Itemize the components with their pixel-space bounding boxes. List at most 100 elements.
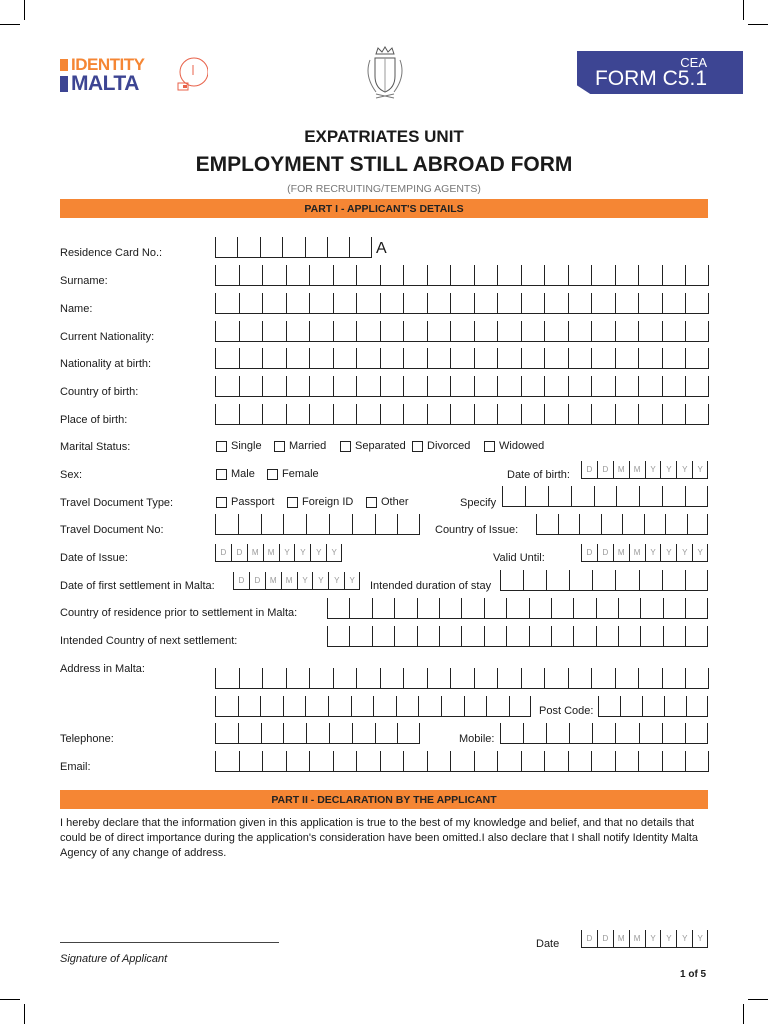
comb-cell[interactable] <box>285 376 310 396</box>
comb-cell[interactable] <box>349 626 371 646</box>
comb-cell[interactable] <box>371 598 394 618</box>
comb-cell[interactable] <box>544 293 568 313</box>
comb-cell[interactable] <box>520 348 545 368</box>
comb-cell[interactable] <box>426 751 451 771</box>
comb-cell[interactable]: M <box>612 544 629 561</box>
comb-cell[interactable] <box>520 404 545 424</box>
comb-cell[interactable] <box>403 751 427 771</box>
comb-cell[interactable] <box>615 570 638 590</box>
comb-cell[interactable]: M <box>628 461 645 478</box>
comb-cell[interactable] <box>332 348 357 368</box>
checkbox-separated[interactable]: Separated <box>340 440 406 452</box>
comb-cell[interactable] <box>450 751 474 771</box>
comb-cell[interactable] <box>356 321 380 341</box>
comb-cell[interactable] <box>285 293 310 313</box>
comb-cell[interactable] <box>473 348 498 368</box>
comb-cell[interactable] <box>557 514 580 534</box>
comb-cell[interactable] <box>544 348 568 368</box>
comb-cell[interactable] <box>591 321 615 341</box>
comb-cell[interactable] <box>395 696 419 716</box>
comb-cell[interactable]: Y <box>326 544 343 561</box>
comb-cell[interactable] <box>356 348 380 368</box>
comb-cell[interactable]: M <box>246 544 263 561</box>
comb-cell[interactable]: Y <box>676 544 692 561</box>
comb-cell[interactable] <box>614 293 639 313</box>
comb-cell[interactable]: M <box>262 544 279 561</box>
comb-cell[interactable] <box>546 723 569 743</box>
comb-cell[interactable] <box>238 348 263 368</box>
comb-cell[interactable] <box>306 514 329 534</box>
comb-cell[interactable] <box>238 668 263 688</box>
comb-cell[interactable] <box>403 668 427 688</box>
comb-cell[interactable]: M <box>264 572 281 589</box>
comb-cell[interactable]: Y <box>278 544 295 561</box>
comb-cell[interactable] <box>260 514 284 534</box>
comb-cell[interactable] <box>309 321 333 341</box>
comb-cell[interactable]: Y <box>312 572 328 589</box>
comb-cell[interactable] <box>215 321 239 341</box>
mobile-input[interactable] <box>500 723 708 744</box>
comb-cell[interactable] <box>497 376 521 396</box>
comb-cell[interactable] <box>615 723 638 743</box>
comb-cell[interactable] <box>638 723 662 743</box>
comb-cell[interactable] <box>567 751 592 771</box>
comb-cell[interactable] <box>638 293 662 313</box>
comb-cell[interactable] <box>569 570 592 590</box>
comb-cell[interactable] <box>595 626 618 646</box>
comb-cell[interactable] <box>567 348 592 368</box>
comb-cell[interactable] <box>306 723 329 743</box>
comb-cell[interactable] <box>309 404 333 424</box>
comb-cell[interactable] <box>591 668 615 688</box>
comb-cell[interactable] <box>309 668 333 688</box>
comb-cell[interactable] <box>403 293 427 313</box>
surname-input[interactable] <box>215 265 709 286</box>
comb-cell[interactable] <box>591 376 615 396</box>
comb-cell[interactable] <box>285 265 310 285</box>
comb-cell[interactable] <box>638 570 662 590</box>
comb-cell[interactable] <box>544 404 568 424</box>
comb-cell[interactable] <box>520 265 545 285</box>
comb-cell[interactable] <box>473 404 498 424</box>
comb-cell[interactable] <box>403 265 427 285</box>
comb-cell[interactable] <box>450 668 474 688</box>
checkbox-female[interactable]: Female <box>267 468 319 480</box>
travel-doc-no-input[interactable] <box>215 514 421 535</box>
comb-cell[interactable] <box>520 376 545 396</box>
comb-cell[interactable] <box>684 570 708 590</box>
comb-cell[interactable] <box>685 265 709 285</box>
comb-cell[interactable] <box>473 265 498 285</box>
comb-cell[interactable] <box>371 626 394 646</box>
comb-cell[interactable] <box>592 570 615 590</box>
comb-cell[interactable] <box>262 668 286 688</box>
comb-cell[interactable] <box>397 723 421 743</box>
place-birth-input[interactable] <box>215 404 709 425</box>
comb-cell[interactable] <box>685 626 708 646</box>
comb-cell[interactable] <box>573 626 595 646</box>
comb-cell[interactable]: M <box>628 930 645 947</box>
specify-input[interactable] <box>502 486 709 507</box>
comb-cell[interactable] <box>638 404 662 424</box>
comb-cell[interactable] <box>379 265 404 285</box>
comb-cell[interactable] <box>379 348 404 368</box>
comb-cell[interactable] <box>403 404 427 424</box>
comb-cell[interactable] <box>215 404 239 424</box>
comb-cell[interactable] <box>661 404 686 424</box>
comb-cell[interactable] <box>215 723 238 743</box>
comb-cell[interactable] <box>643 514 666 534</box>
comb-cell[interactable] <box>327 696 351 716</box>
comb-cell[interactable] <box>614 376 639 396</box>
comb-cell[interactable] <box>215 376 239 396</box>
comb-cell[interactable] <box>520 321 545 341</box>
comb-cell[interactable] <box>309 293 333 313</box>
comb-cell[interactable] <box>685 293 709 313</box>
comb-cell[interactable] <box>332 293 357 313</box>
comb-cell[interactable] <box>260 696 283 716</box>
comb-cell[interactable] <box>685 321 709 341</box>
comb-cell[interactable] <box>497 265 521 285</box>
comb-cell[interactable] <box>332 265 357 285</box>
comb-cell[interactable] <box>640 626 662 646</box>
comb-cell[interactable]: D <box>581 930 597 947</box>
comb-cell[interactable] <box>506 598 528 618</box>
